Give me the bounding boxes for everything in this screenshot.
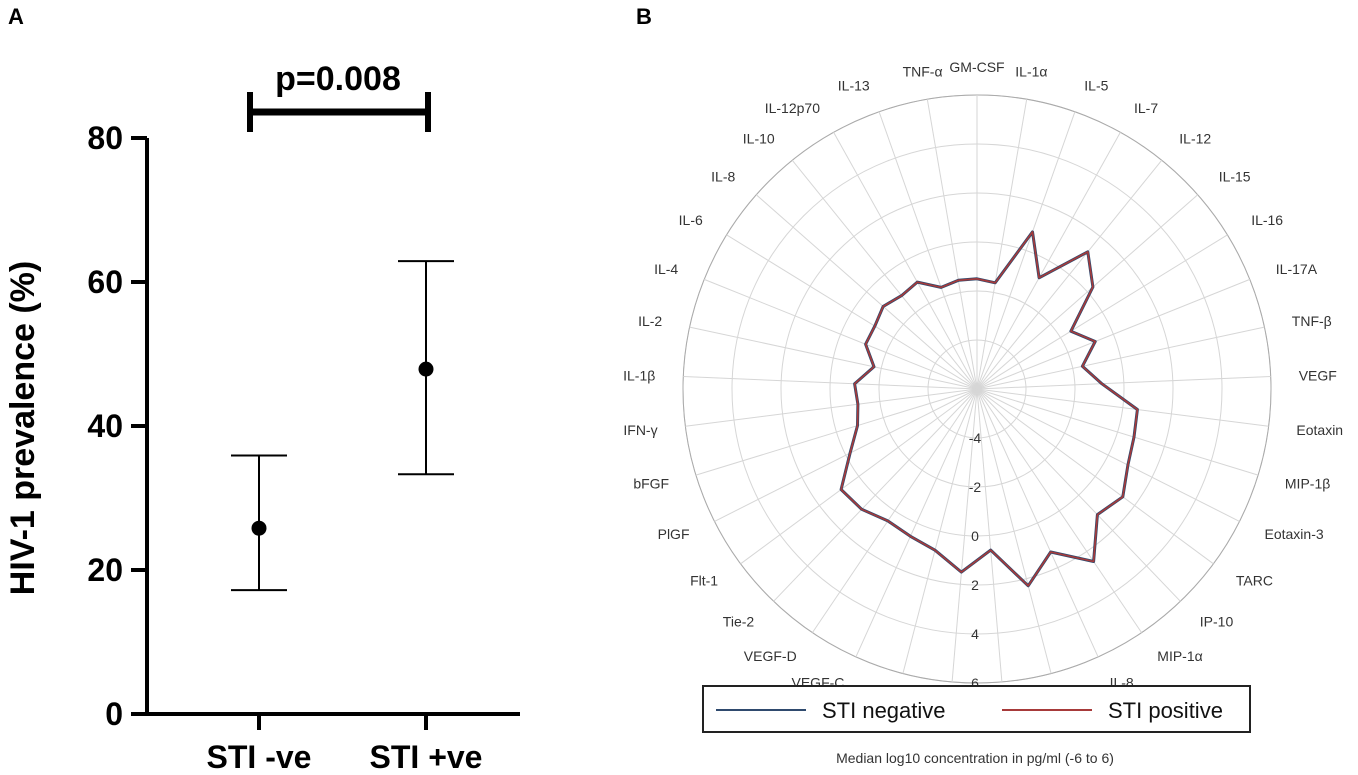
radar-spoke bbox=[976, 388, 1240, 522]
radar-axis-label: PlGF bbox=[658, 526, 690, 542]
radar-spoke bbox=[689, 326, 978, 390]
radar-axis-label: Tie-2 bbox=[723, 614, 755, 630]
radar-radial-tick-label: -4 bbox=[969, 430, 982, 446]
radar-spoke bbox=[695, 388, 978, 476]
radar-spoke bbox=[685, 388, 978, 427]
radar-spoke bbox=[755, 194, 978, 390]
radar-axis-label: IL-7 bbox=[1134, 100, 1158, 116]
a-data-point bbox=[418, 361, 434, 377]
a-y-axis-label: HIV-1 prevalence (%) bbox=[4, 261, 42, 595]
radar-spoke bbox=[976, 388, 1143, 633]
radar-spoke bbox=[976, 99, 1028, 390]
radar-axis-label: IL-12 bbox=[1179, 131, 1211, 147]
radar-axis-label: IL-5 bbox=[1084, 77, 1108, 93]
radar-axis-label: bFGF bbox=[633, 475, 669, 491]
radar-spoke bbox=[976, 159, 1163, 390]
radar-spoke bbox=[726, 234, 978, 390]
radar-axis-label: IL-4 bbox=[654, 261, 678, 277]
radar-axis-label: Flt-1 bbox=[690, 573, 718, 589]
radar-axis-label: IL-2 bbox=[638, 313, 662, 329]
radar-spoke bbox=[902, 388, 978, 674]
a-y-tick-label: 0 bbox=[105, 696, 123, 732]
radar-axis-label: VEGF-D bbox=[744, 648, 797, 664]
radar-series-sti-positive bbox=[840, 231, 1139, 587]
radar-spoke bbox=[976, 388, 1181, 602]
radar-spoke bbox=[976, 194, 1199, 390]
radar-spoke bbox=[878, 111, 978, 390]
radar-spoke bbox=[976, 234, 1228, 390]
radar-axis-label: IP-10 bbox=[1200, 614, 1234, 630]
radar-spoke bbox=[833, 132, 978, 390]
radar-spoke bbox=[773, 388, 978, 602]
radar-axis-label: IL-16 bbox=[1251, 212, 1283, 228]
radar-spoke bbox=[976, 388, 1003, 682]
radar-spoke bbox=[976, 326, 1265, 390]
radar-radial-tick-label: -2 bbox=[969, 479, 982, 495]
radar-spoke bbox=[976, 388, 1099, 658]
radar-spoke bbox=[704, 278, 978, 390]
radar-spoke bbox=[976, 388, 1269, 427]
panel-a-chart: HIV-1 prevalence (%) p=0.008 0 20 40 60 80 ST… bbox=[4, 60, 520, 775]
radar-axis-label: TARC bbox=[1236, 573, 1273, 589]
a-x-tick-label: STI +ve bbox=[370, 739, 483, 775]
radar-spoke bbox=[951, 388, 978, 682]
a-y-tick-label: 60 bbox=[87, 264, 123, 300]
a-y-tick-label: 20 bbox=[87, 552, 123, 588]
radar-axis-label: IL-13 bbox=[838, 77, 870, 93]
radar-spoke bbox=[683, 376, 978, 390]
radar-axis-label: IL-1β bbox=[623, 367, 655, 383]
a-x-tick-label: STI -ve bbox=[207, 739, 312, 775]
radar-axis-label: MIP-1α bbox=[1157, 648, 1202, 664]
radar-axis-label: IL-1α bbox=[1015, 64, 1047, 80]
a-y-tick-label: 80 bbox=[87, 120, 123, 156]
radar-axis-label: IL-6 bbox=[679, 212, 703, 228]
radar-axis-label: TNF-β bbox=[1292, 313, 1332, 329]
radar-spoke bbox=[976, 278, 1250, 390]
radar-radial-tick-label: 0 bbox=[971, 528, 979, 544]
radar-axis-label: MIP-1β bbox=[1285, 475, 1330, 491]
radar-spoke bbox=[855, 388, 978, 658]
radar-axis-label: IL-10 bbox=[743, 131, 775, 147]
radar-radial-tick-label: 6 bbox=[971, 675, 979, 691]
radar-spoke bbox=[976, 132, 1121, 390]
radar-spoke bbox=[976, 388, 1259, 476]
radar-spoke bbox=[976, 111, 1076, 390]
a-y-tick-label: 40 bbox=[87, 408, 123, 444]
radar-axis-label: IL-8 bbox=[711, 168, 735, 184]
radar-spoke bbox=[740, 388, 978, 565]
radar-spoke bbox=[976, 388, 1214, 565]
radar-axis-label: IFN-γ bbox=[623, 422, 657, 438]
panel-letter-a: A bbox=[8, 4, 24, 29]
radar-spoke bbox=[811, 388, 978, 633]
panel-letter-b: B bbox=[636, 4, 652, 29]
radar-axis-label: IL-17A bbox=[1276, 261, 1318, 277]
radar-axis-label: Eotaxin-3 bbox=[1265, 526, 1324, 542]
panel-b-radar-chart: GM-CSF IL-1α IL-5 IL-7 IL-12 IL-15 IL-16 IL-17A… bbox=[623, 59, 1343, 718]
radar-spoke bbox=[926, 99, 978, 390]
radar-spoke bbox=[976, 376, 1271, 390]
radar-axis-label: GM-CSF bbox=[949, 59, 1004, 75]
radar-caption: Median log10 concentration in pg/ml (-6 … bbox=[836, 750, 1114, 766]
radar-spoke bbox=[714, 388, 978, 522]
legend-label-sti-positive: STI positive bbox=[1108, 698, 1223, 723]
p-value-annotation: p=0.008 bbox=[275, 60, 401, 98]
radar-radial-tick-label: 2 bbox=[971, 577, 979, 593]
radar-axis-label: IL-15 bbox=[1219, 168, 1251, 184]
legend-label-sti-negative: STI negative bbox=[822, 698, 946, 723]
radar-radial-tick-label: 4 bbox=[971, 626, 979, 642]
radar-axis-label: Eotaxin bbox=[1296, 422, 1343, 438]
a-data-point bbox=[251, 520, 267, 536]
radar-spoke bbox=[976, 388, 1052, 674]
radar-axis-label: TNF-α bbox=[903, 64, 943, 80]
radar-spoke bbox=[791, 159, 978, 390]
radar-axis-label: VEGF bbox=[1299, 367, 1337, 383]
legend: STI negative STI positive bbox=[702, 685, 1251, 733]
radar-axis-label: IL-12p70 bbox=[765, 100, 820, 116]
